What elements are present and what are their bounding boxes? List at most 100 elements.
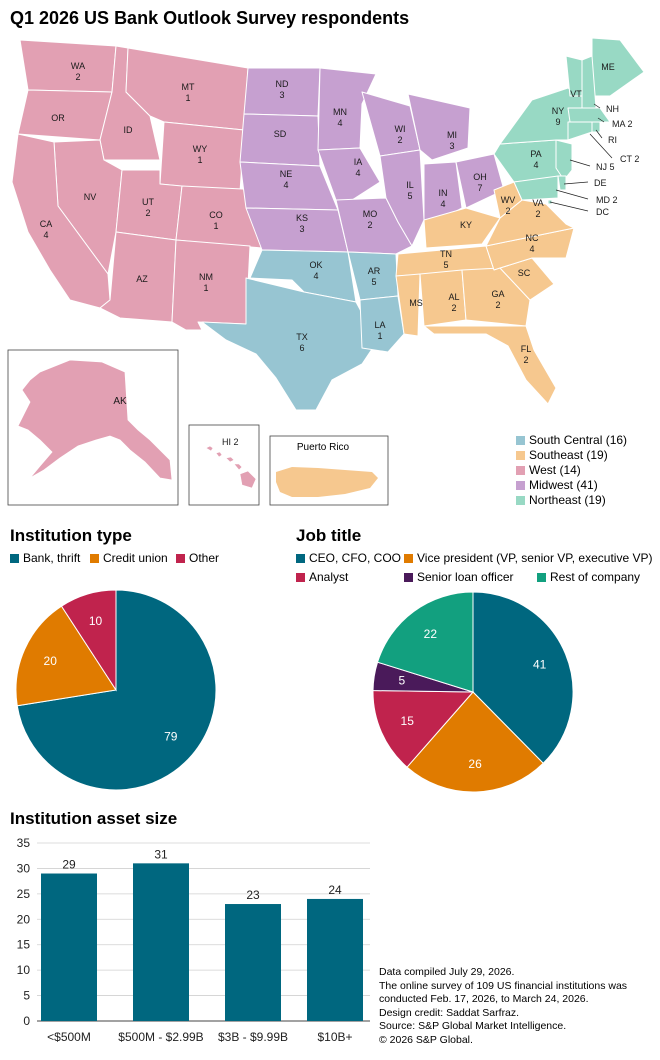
legend-swatch xyxy=(516,481,525,490)
state-label-la: LA xyxy=(374,320,385,330)
state-count-mo: 2 xyxy=(367,220,372,230)
state-count-tx: 6 xyxy=(299,343,304,353)
state-count-ia: 4 xyxy=(355,168,360,178)
state-label-ca: CA xyxy=(40,219,53,229)
state-label-nh: NH xyxy=(606,104,619,114)
asset-size-bar-chart: 0 5 10 15 20 25 30 35 29 <$500M 31 $500M - $2.99B 23… xyxy=(17,836,370,1044)
state-label-me: ME xyxy=(601,62,615,72)
state-label-nd: ND xyxy=(276,79,289,89)
state-label-nj: NJ 5 xyxy=(596,162,615,172)
job-title-legend: CEO, CFO, COO Vice president (VP, senior … xyxy=(296,551,658,587)
state-ia xyxy=(317,147,381,201)
state-label-in: IN xyxy=(439,188,448,198)
institution-type-pie: 79 20 10 xyxy=(15,589,217,791)
state-ak xyxy=(17,359,173,481)
state-count-wv: 2 xyxy=(505,206,510,216)
state-count-oh: 7 xyxy=(477,183,482,193)
y-tick-label: 35 xyxy=(17,836,31,850)
state-count-in: 4 xyxy=(440,199,445,209)
bar-data-label: 23 xyxy=(246,888,260,902)
state-label-ms: MS xyxy=(409,298,423,308)
legend-label: Midwest (41) xyxy=(529,478,598,492)
state-count-ut: 2 xyxy=(145,208,150,218)
pie-data-label: 79 xyxy=(164,730,178,744)
y-tick-label: 10 xyxy=(17,963,31,977)
state-label-hi: HI 2 xyxy=(222,437,239,447)
state-mn xyxy=(317,67,377,151)
state-label-ne: NE xyxy=(280,169,293,179)
state-ky xyxy=(423,207,501,249)
state-la xyxy=(359,295,405,353)
state-label-mo: MO xyxy=(363,209,378,219)
note-line: © 2026 S&P Global. xyxy=(379,1033,473,1046)
state-count-nc: 4 xyxy=(529,244,534,254)
state-count-mt: 1 xyxy=(185,93,190,103)
state-label-mi: MI xyxy=(447,130,457,140)
pie-data-label: 10 xyxy=(89,614,103,628)
pie-data-label: 22 xyxy=(424,627,438,641)
state-count-mi: 3 xyxy=(449,141,454,151)
state-count-la: 1 xyxy=(377,331,382,341)
job-title-title: Job title xyxy=(296,526,362,545)
pie-data-label: 20 xyxy=(44,654,58,668)
job-title-pie: 41 26 15 5 22 xyxy=(372,591,574,793)
state-label-wv: WV xyxy=(501,195,516,205)
state-label-ut: UT xyxy=(142,197,154,207)
state-count-pa: 4 xyxy=(533,160,538,170)
state-count-ne: 4 xyxy=(283,180,288,190)
state-nm xyxy=(171,239,251,331)
state-count-wi: 2 xyxy=(397,135,402,145)
state-count-mn: 4 xyxy=(337,118,342,128)
state-ms xyxy=(395,273,421,337)
state-me xyxy=(591,37,645,97)
y-tick-label: 20 xyxy=(17,912,31,926)
state-label-sc: SC xyxy=(518,268,531,278)
source-notes: Data compiled July 29, 2026. The online s… xyxy=(379,966,627,1048)
state-label-id: ID xyxy=(124,125,134,135)
y-tick-label: 0 xyxy=(23,1014,30,1028)
state-count-nd: 3 xyxy=(279,90,284,100)
y-tick-label: 5 xyxy=(23,989,30,1003)
legend-swatch xyxy=(176,554,185,563)
state-label-ga: GA xyxy=(491,289,504,299)
state-count-fl: 2 xyxy=(523,355,528,365)
state-label-ks: KS xyxy=(296,213,308,223)
legend-label: Other xyxy=(189,551,220,565)
state-label-tn: TN xyxy=(440,249,452,259)
state-de xyxy=(557,175,567,191)
pie-slice xyxy=(472,591,574,764)
map-legend-item: West (14) xyxy=(516,463,581,477)
state-count-ca: 4 xyxy=(43,230,48,240)
state-label-ky: KY xyxy=(460,220,472,230)
legend-label: Vice president (VP, senior VP, executive… xyxy=(417,551,653,565)
leader-line-dc xyxy=(549,201,589,212)
puerto-rico-shape xyxy=(276,467,378,497)
state-label-ny: NY xyxy=(552,106,565,116)
state-label-tx: TX xyxy=(296,332,308,342)
leader-line-ri xyxy=(595,129,603,139)
pie-legend-item: Credit union xyxy=(90,551,168,565)
leader-line-ct xyxy=(589,133,613,159)
x-tick-label: <$500M xyxy=(47,1030,91,1044)
map-legend-item: Southeast (19) xyxy=(516,448,608,462)
state-label-mt: MT xyxy=(182,82,195,92)
state-count-il: 5 xyxy=(407,191,412,201)
state-label-az: AZ xyxy=(136,274,148,284)
state-pa xyxy=(493,139,567,183)
state-label-dc: DC xyxy=(596,207,609,217)
leader-line-nh xyxy=(593,103,601,109)
legend-swatch xyxy=(404,554,413,563)
state-label-ar: AR xyxy=(368,266,381,276)
pie-slice xyxy=(60,589,117,692)
institution-type-title: Institution type xyxy=(10,526,132,545)
map-legend-item: South Central (16) xyxy=(516,433,627,447)
x-tick-label: $3B - $9.99B xyxy=(218,1030,288,1044)
state-label-ak: AK xyxy=(113,396,127,407)
pie-slice xyxy=(406,691,544,793)
state-label-vt: VT xyxy=(570,89,582,99)
bar xyxy=(133,863,189,1021)
state-ma xyxy=(567,107,611,123)
state-label-oh: OH xyxy=(473,172,487,182)
state-label-de: DE xyxy=(594,178,607,188)
state-count-va: 2 xyxy=(535,209,540,219)
